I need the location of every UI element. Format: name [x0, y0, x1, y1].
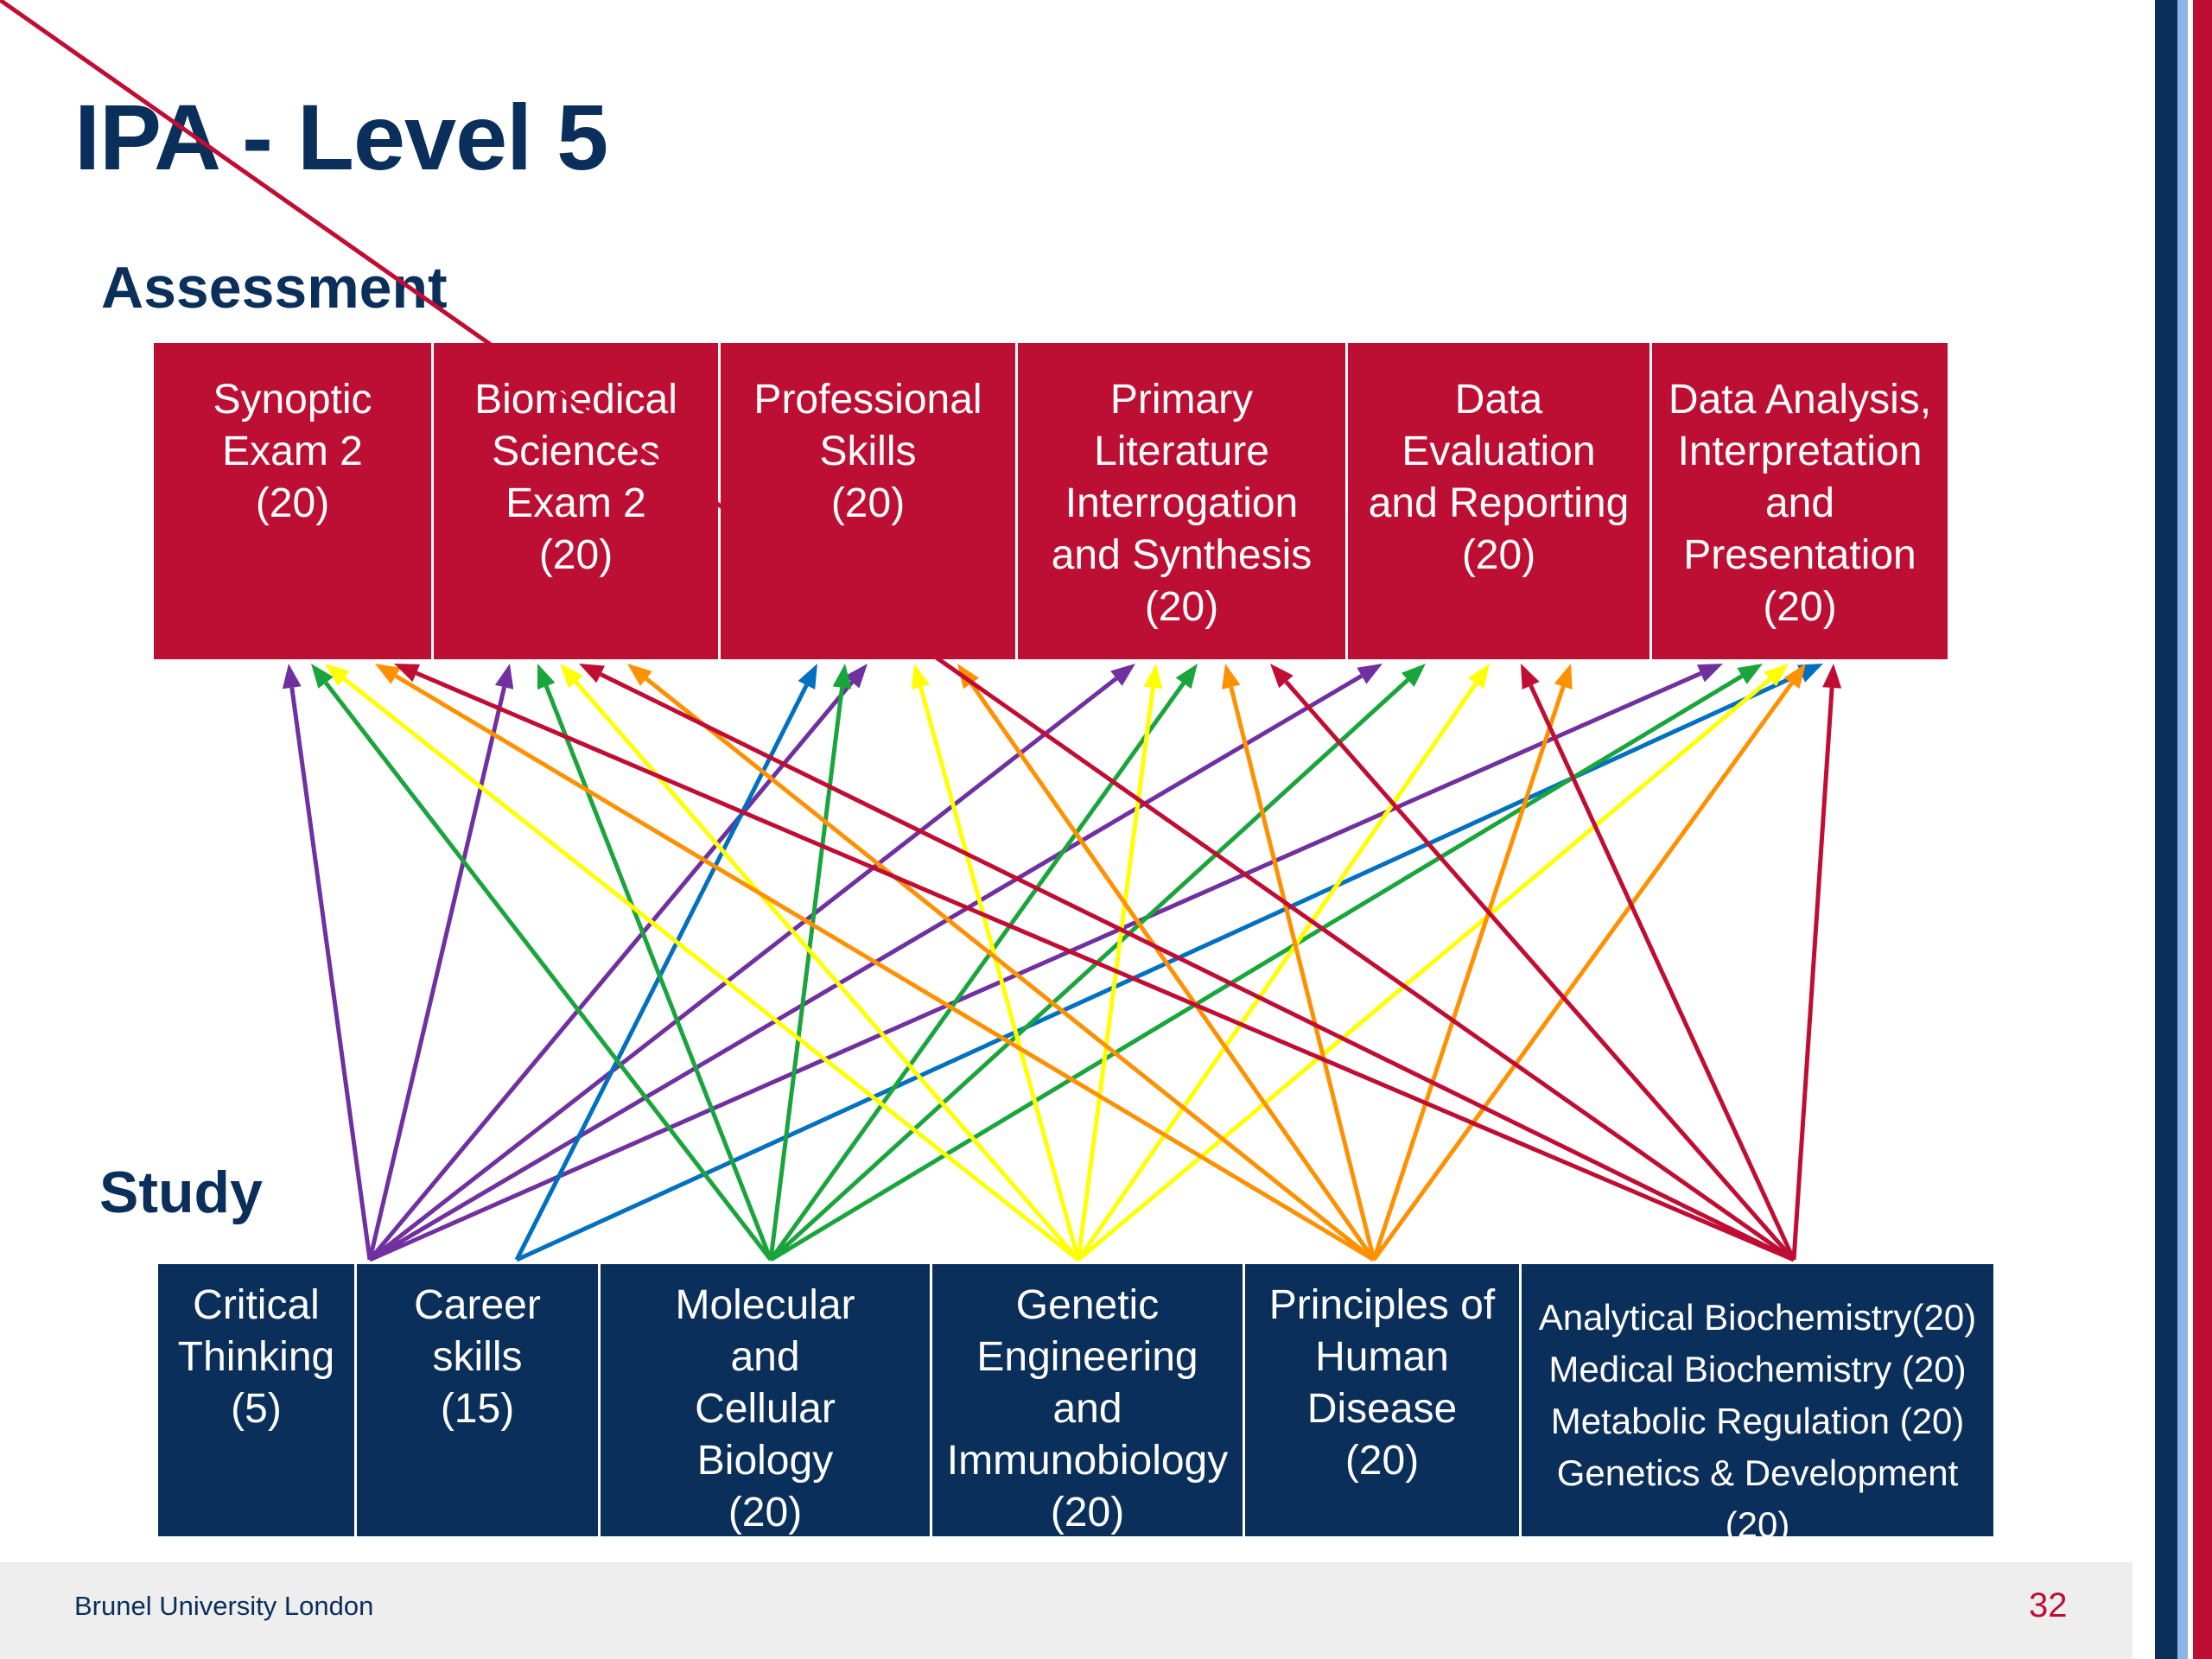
arrowhead-genetic-to-analysis: [1764, 664, 1789, 687]
arrow-genetic-to-literature: [1076, 687, 1155, 1261]
study-heading: Study: [99, 1160, 263, 1225]
stripe-gap-1: [2133, 0, 2155, 1659]
stripe-navy: [2155, 0, 2177, 1659]
arrow-molecular-to-biomed: [543, 685, 773, 1261]
arrow-genetic-to-evaluation: [1076, 682, 1478, 1262]
arrow-principles-to-evaluation: [1371, 685, 1566, 1261]
arrowhead-career-to-professional: [798, 664, 817, 690]
arrow-molecular-to-synoptic: [324, 681, 772, 1262]
arrowhead-principles-to-synoptic: [375, 664, 401, 684]
page-number: 32: [2029, 1586, 2068, 1624]
arrow-career-to-professional: [514, 683, 809, 1262]
arrowhead-critical-to-literature: [1110, 664, 1135, 686]
arrowhead-analytical-to-evaluation: [1521, 664, 1540, 690]
study-box-molecular: Molecular and Cellular Biology (20): [601, 1264, 932, 1536]
arrow-molecular-to-literature: [768, 682, 1185, 1262]
arrowhead-principles-to-literature: [1222, 664, 1241, 690]
arrowhead-genetic-to-evaluation: [1468, 664, 1490, 690]
slide-title: IPA - Level 5: [74, 85, 608, 189]
arrowhead-critical-to-biomed: [494, 664, 514, 690]
arrow-genetic-to-synoptic: [342, 677, 1080, 1262]
footer-bar: Brunel University London 32: [0, 1562, 2133, 1659]
arrow-analytical-to-synoptic: [415, 671, 1795, 1262]
arrow-critical-to-evaluation: [368, 674, 1363, 1262]
assessment-heading: Assessment: [101, 255, 448, 321]
arrow-analytical-to-literature: [1284, 680, 1796, 1262]
arrow-critical-to-biomed: [367, 686, 507, 1261]
assessment-box-synoptic: Synoptic Exam 2 (20): [154, 343, 434, 659]
arrowhead-analytical-to-synoptic: [394, 664, 421, 683]
arrow-analytical-to-analysis: [1791, 687, 1834, 1261]
footer-organization: Brunel University London: [74, 1591, 374, 1621]
arrow-critical-to-synoptic: [289, 687, 372, 1261]
arrowhead-analytical-to-literature: [1270, 664, 1294, 689]
arrow-molecular-to-analysis: [769, 674, 1744, 1262]
arrowhead-genetic-to-synoptic: [325, 664, 350, 687]
arrowhead-critical-to-professional: [844, 664, 868, 689]
arrow-analytical-to-evaluation: [1529, 684, 1796, 1262]
assessment-box-analysis: Data Analysis, Interpretation and Presen…: [1652, 343, 1948, 659]
arrow-analytical-to-professional: [0, 0, 1796, 1262]
arrow-analytical-to-biomed: [600, 672, 1796, 1262]
arrowhead-critical-to-analysis: [1696, 664, 1723, 683]
arrow-principles-to-literature: [1229, 686, 1376, 1261]
study-box-genetic: Genetic Engineering and Immunobiology (2…: [932, 1264, 1245, 1536]
arrowhead-molecular-to-literature: [1175, 664, 1198, 690]
arrowhead-genetic-to-biomed: [560, 664, 583, 689]
arrow-genetic-to-analysis: [1077, 677, 1772, 1262]
study-row: Critical Thinking (5) Career skills (15)…: [158, 1264, 1993, 1536]
study-box-career-skills: Career skills (15): [357, 1264, 601, 1536]
arrowhead-molecular-to-synoptic: [311, 664, 334, 689]
arrowhead-genetic-to-literature: [1143, 664, 1163, 690]
study-box-critical-thinking: Critical Thinking (5): [158, 1264, 357, 1536]
assessment-row: Synoptic Exam 2 (20) Biomedical Sciences…: [154, 343, 1948, 659]
study-box-biochemistry: Analytical Biochemistry(20) Medical Bioc…: [1522, 1264, 1993, 1536]
arrow-critical-to-literature: [368, 677, 1118, 1262]
arrowhead-principles-to-biomed: [627, 664, 652, 687]
arrowhead-analytical-to-biomed: [579, 664, 605, 683]
stripe-red: [2193, 0, 2212, 1659]
brand-stripes: [2133, 0, 2212, 1659]
arrowhead-critical-to-evaluation: [1357, 664, 1382, 684]
stripe-light-blue: [2177, 0, 2188, 1659]
assessment-box-evaluation: Data Evaluation and Reporting (20): [1348, 343, 1652, 659]
arrowhead-principles-to-professional: [957, 664, 980, 690]
arrowhead-principles-to-evaluation: [1554, 664, 1573, 690]
link-arrow-layer: [0, 0, 1842, 1262]
assessment-box-biomedical: Biomedical Sciences Exam 2 (20): [434, 343, 721, 659]
arrow-genetic-to-professional: [918, 686, 1081, 1261]
arrow-principles-to-analysis: [1371, 682, 1794, 1262]
arrowhead-molecular-to-analysis: [1737, 664, 1763, 684]
arrowhead-analytical-to-analysis: [1822, 664, 1842, 689]
arrowhead-molecular-to-biomed: [537, 664, 556, 690]
arrow-molecular-to-evaluation: [769, 677, 1409, 1262]
arrow-principles-to-professional: [969, 682, 1376, 1262]
arrowhead-principles-to-analysis: [1783, 664, 1806, 690]
arrow-principles-to-biomed: [645, 677, 1376, 1262]
arrowhead-molecular-to-evaluation: [1401, 664, 1426, 687]
arrowhead-critical-to-synoptic: [282, 664, 302, 690]
arrow-molecular-to-professional: [768, 687, 845, 1261]
assessment-box-literature: Primary Literature Interrogation and Syn…: [1018, 343, 1348, 659]
arrow-principles-to-synoptic: [394, 674, 1376, 1262]
arrowhead-genetic-to-professional: [911, 664, 931, 690]
study-box-principles: Principles of Human Disease (20): [1245, 1264, 1522, 1536]
assessment-box-professional: Professional Skills (20): [721, 343, 1018, 659]
arrowhead-molecular-to-professional: [832, 664, 852, 690]
arrow-critical-to-analysis: [368, 671, 1702, 1262]
stripe-gap-2: [2188, 0, 2193, 1659]
